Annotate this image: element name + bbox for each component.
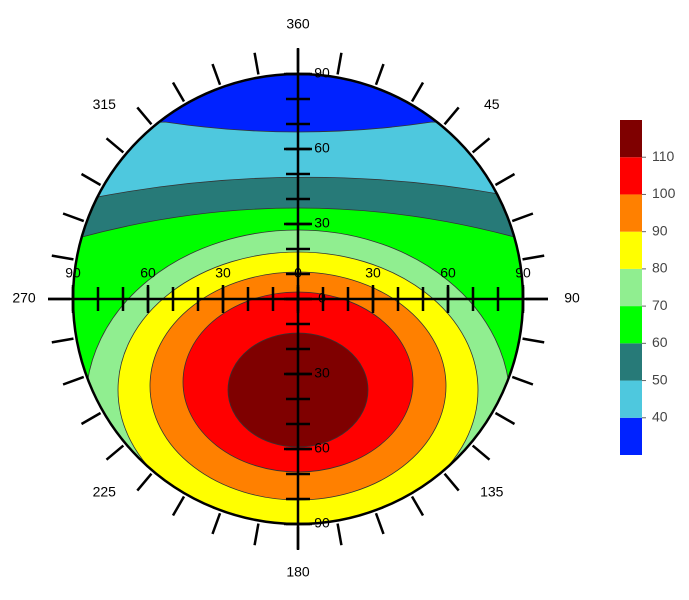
colorbar: 40 50 60 70 80 90 100 110 <box>620 120 676 455</box>
angle-spoke <box>51 337 74 344</box>
colorbar-cell <box>620 120 642 158</box>
angle-spoke <box>80 172 102 187</box>
x-tick-label: 30 <box>215 265 231 281</box>
angle-spoke <box>105 137 125 154</box>
angle-label: 270 <box>12 290 36 306</box>
angle-spoke <box>105 444 125 461</box>
y-tick-label: 0 <box>318 290 326 306</box>
angle-spoke <box>374 512 385 535</box>
angle-spoke <box>511 375 534 386</box>
x-tick-label: 30 <box>365 265 381 281</box>
colorbar-cell <box>620 343 642 381</box>
axes: 360 45 90 135 180 225 270 315 90 60 30 0 30 60 90 90 60 3… <box>12 16 580 580</box>
angle-spoke <box>211 512 222 535</box>
angle-spoke <box>336 52 343 75</box>
angle-spoke <box>471 444 491 461</box>
colorbar-cell <box>620 231 642 269</box>
colorbar-cell <box>620 380 642 418</box>
y-tick-label: 90 <box>314 65 330 81</box>
angle-label: 180 <box>286 564 310 580</box>
colorbar-cell <box>620 157 642 195</box>
angle-spoke <box>410 495 425 517</box>
angle-spoke <box>410 81 425 103</box>
colorbar-label: 40 <box>652 408 668 424</box>
angle-label: 360 <box>286 16 310 32</box>
y-tick-label: 60 <box>314 140 330 156</box>
angle-spoke <box>443 472 460 492</box>
angle-spoke <box>51 254 74 261</box>
angle-spoke <box>374 63 385 86</box>
angle-spoke <box>253 523 260 546</box>
colorbar-cell <box>620 417 642 455</box>
angle-label: 135 <box>480 483 504 499</box>
colorbar-label: 60 <box>652 334 668 350</box>
x-tick-label: 0 <box>294 265 302 281</box>
colorbar-label: 80 <box>652 260 668 276</box>
angle-spoke <box>171 495 186 517</box>
angle-spoke <box>171 81 186 103</box>
angle-spoke <box>62 375 85 386</box>
y-tick-label: 90 <box>314 515 330 531</box>
x-tick-label: 90 <box>65 265 81 281</box>
angle-spoke <box>494 411 516 426</box>
angle-spoke <box>336 523 343 546</box>
angle-spoke <box>253 52 260 75</box>
y-tick-label: 30 <box>314 365 330 381</box>
angle-spoke <box>211 63 222 86</box>
colorbar-cell <box>620 306 642 344</box>
y-tick-label: 30 <box>314 215 330 231</box>
angle-spoke <box>522 337 545 344</box>
angle-label: 45 <box>484 96 500 112</box>
colorbar-label: 70 <box>652 297 668 313</box>
colorbar-label: 90 <box>652 222 668 238</box>
angle-spoke <box>511 212 534 223</box>
angle-spoke <box>443 106 460 126</box>
x-tick-label: 90 <box>515 265 531 281</box>
colorbar-label: 100 <box>652 185 676 201</box>
angle-label: 315 <box>93 96 117 112</box>
colorbar-cell <box>620 268 642 307</box>
colorbar-label: 50 <box>652 371 668 387</box>
angle-spoke <box>522 254 545 261</box>
angle-spoke <box>62 212 85 223</box>
angle-label: 225 <box>93 483 117 499</box>
angle-spoke <box>494 172 516 187</box>
x-tick-label: 60 <box>140 265 156 281</box>
angle-spoke <box>136 472 153 492</box>
angle-label: 90 <box>564 290 580 306</box>
angle-spoke <box>80 411 102 426</box>
angle-spoke <box>471 137 491 154</box>
y-tick-label: 60 <box>314 440 330 456</box>
colorbar-cell <box>620 194 642 232</box>
x-tick-label: 60 <box>440 265 456 281</box>
angle-spoke <box>136 106 153 126</box>
colorbar-label: 110 <box>652 148 675 164</box>
